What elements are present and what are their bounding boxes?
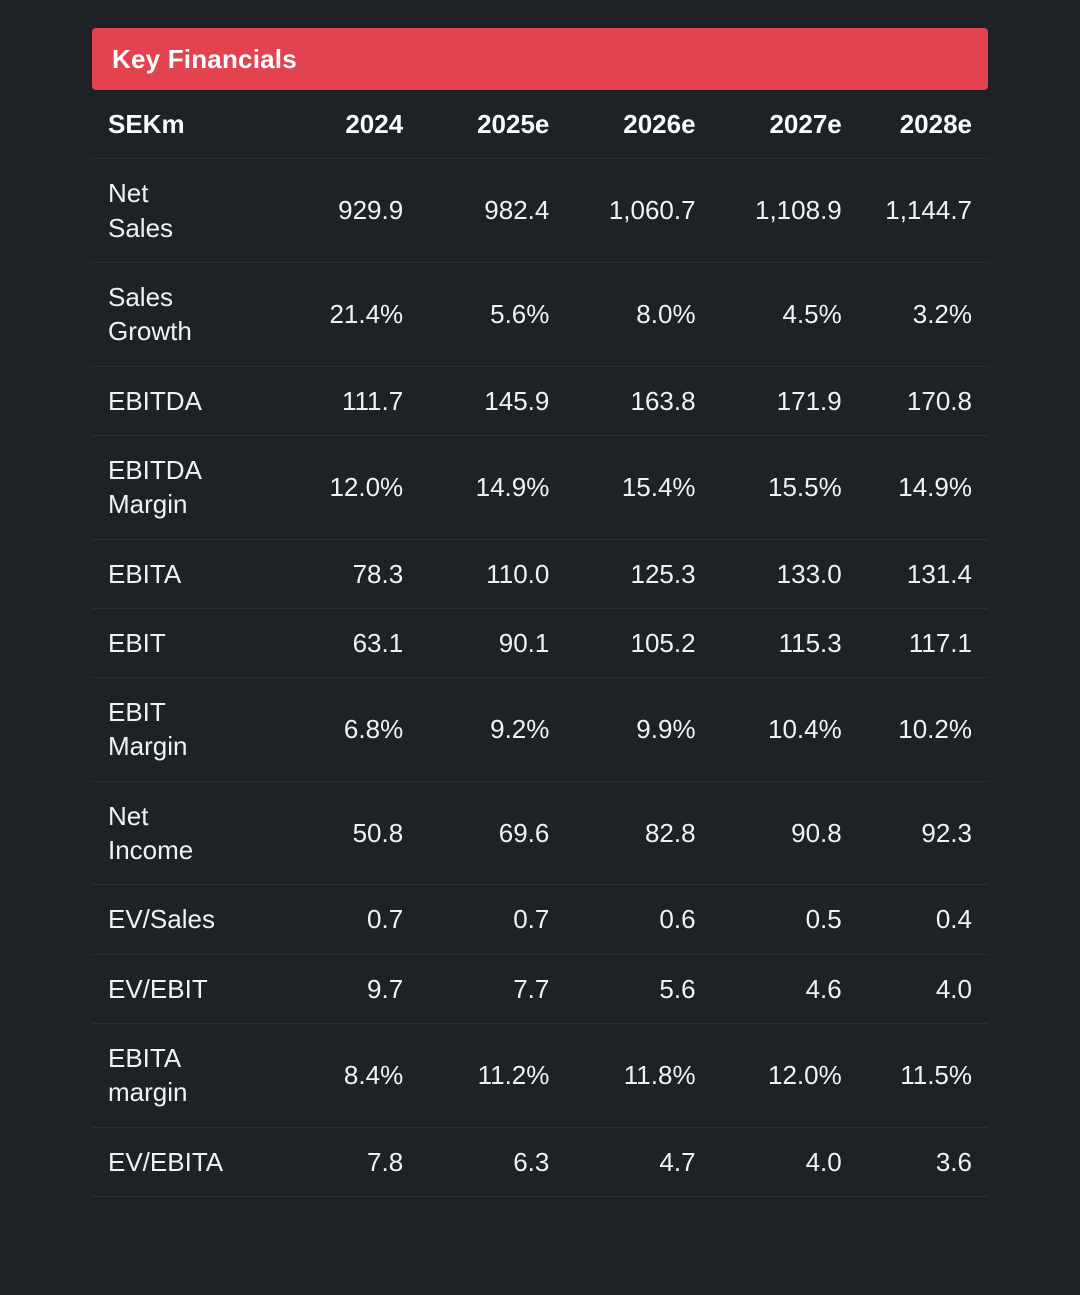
value-cell: 6.8% xyxy=(257,677,404,782)
value-cell: 11.5% xyxy=(841,1023,988,1128)
value-cell: 145.9 xyxy=(403,366,550,436)
value-cell: 105.2 xyxy=(549,608,696,679)
value-cell: 7.8 xyxy=(257,1127,404,1197)
value-cell: 117.1 xyxy=(841,608,988,679)
key-financials-card: Key Financials SEKm 2024 2025e 2026e 202… xyxy=(92,28,988,1197)
value-cell: 1,108.9 xyxy=(695,158,842,263)
table-row-ebit-margin: EBIT Margin 6.8% 9.2% 9.9% 10.4% 10.2% xyxy=(92,677,988,782)
col-header-2026e: 2026e xyxy=(549,90,696,160)
value-cell: 115.3 xyxy=(695,608,842,679)
value-cell: 63.1 xyxy=(257,608,404,679)
row-label: EBIT Margin xyxy=(92,677,257,782)
value-cell: 7.7 xyxy=(403,954,550,1025)
table-row-ebita-margin: EBITA margin 8.4% 11.2% 11.8% 12.0% 11.5… xyxy=(92,1023,988,1128)
row-label: Net Sales xyxy=(92,158,257,263)
value-cell: 4.7 xyxy=(549,1127,696,1197)
value-cell: 4.0 xyxy=(695,1127,842,1197)
table-header-row: SEKm 2024 2025e 2026e 2027e 2028e xyxy=(92,90,988,160)
row-label: EBITA xyxy=(92,539,257,609)
value-cell: 4.5% xyxy=(695,262,842,367)
value-cell: 9.2% xyxy=(403,677,550,782)
value-cell: 15.4% xyxy=(549,435,696,540)
value-cell: 133.0 xyxy=(695,539,842,609)
col-header-2028e: 2028e xyxy=(841,90,988,160)
value-cell: 5.6 xyxy=(549,954,696,1025)
value-cell: 78.3 xyxy=(257,539,404,609)
col-header-2024: 2024 xyxy=(257,90,404,160)
row-label: Net Income xyxy=(92,781,257,886)
row-label: EBIT xyxy=(92,608,257,679)
value-cell: 170.8 xyxy=(841,366,988,436)
value-cell: 90.8 xyxy=(695,781,842,886)
row-label: EBITA margin xyxy=(92,1023,257,1128)
value-cell: 1,144.7 xyxy=(841,158,988,263)
value-cell: 11.2% xyxy=(403,1023,550,1128)
table-row-sales-growth: Sales Growth 21.4% 5.6% 8.0% 4.5% 3.2% xyxy=(92,262,988,367)
value-cell: 125.3 xyxy=(549,539,696,609)
row-label: EBITDA xyxy=(92,366,257,436)
value-cell: 10.2% xyxy=(841,677,988,782)
value-cell: 3.6 xyxy=(841,1127,988,1197)
row-label: EBITDA Margin xyxy=(92,435,257,540)
value-cell: 92.3 xyxy=(841,781,988,886)
value-cell: 0.7 xyxy=(403,884,550,955)
value-cell: 21.4% xyxy=(257,262,404,367)
value-cell: 929.9 xyxy=(257,158,404,263)
col-header-2025e: 2025e xyxy=(403,90,550,160)
table-row-ebit: EBIT 63.1 90.1 105.2 115.3 117.1 xyxy=(92,608,988,679)
value-cell: 131.4 xyxy=(841,539,988,609)
value-cell: 171.9 xyxy=(695,366,842,436)
value-cell: 14.9% xyxy=(403,435,550,540)
value-cell: 3.2% xyxy=(841,262,988,367)
value-cell: 15.5% xyxy=(695,435,842,540)
table-row-net-sales: Net Sales 929.9 982.4 1,060.7 1,108.9 1,… xyxy=(92,158,988,263)
value-cell: 8.4% xyxy=(257,1023,404,1128)
col-header-2027e: 2027e xyxy=(695,90,842,160)
value-cell: 8.0% xyxy=(549,262,696,367)
financials-table: SEKm 2024 2025e 2026e 2027e 2028e Net Sa… xyxy=(92,90,988,1197)
value-cell: 4.6 xyxy=(695,954,842,1025)
table-row-ebitda-margin: EBITDA Margin 12.0% 14.9% 15.4% 15.5% 14… xyxy=(92,435,988,540)
value-cell: 4.0 xyxy=(841,954,988,1025)
value-cell: 6.3 xyxy=(403,1127,550,1197)
value-cell: 0.6 xyxy=(549,884,696,955)
value-cell: 163.8 xyxy=(549,366,696,436)
value-cell: 111.7 xyxy=(257,366,404,436)
value-cell: 1,060.7 xyxy=(549,158,696,263)
value-cell: 110.0 xyxy=(403,539,550,609)
value-cell: 14.9% xyxy=(841,435,988,540)
value-cell: 11.8% xyxy=(549,1023,696,1128)
table-row-ev-sales: EV/Sales 0.7 0.7 0.6 0.5 0.4 xyxy=(92,884,988,955)
value-cell: 69.6 xyxy=(403,781,550,886)
table-row-ebita: EBITA 78.3 110.0 125.3 133.0 131.4 xyxy=(92,539,988,609)
row-label: EV/EBIT xyxy=(92,954,257,1025)
value-cell: 9.7 xyxy=(257,954,404,1025)
card-header: Key Financials xyxy=(92,28,988,90)
table-row-ebitda: EBITDA 111.7 145.9 163.8 171.9 170.8 xyxy=(92,366,988,436)
value-cell: 0.5 xyxy=(695,884,842,955)
card-title: Key Financials xyxy=(112,43,297,74)
value-cell: 50.8 xyxy=(257,781,404,886)
row-label: EV/Sales xyxy=(92,884,257,955)
table-row-ev-ebit: EV/EBIT 9.7 7.7 5.6 4.6 4.0 xyxy=(92,954,988,1025)
table-row-ev-ebita: EV/EBITA 7.8 6.3 4.7 4.0 3.6 xyxy=(92,1127,988,1197)
value-cell: 12.0% xyxy=(695,1023,842,1128)
table-row-net-income: Net Income 50.8 69.6 82.8 90.8 92.3 xyxy=(92,781,988,886)
value-cell: 0.4 xyxy=(841,884,988,955)
row-label: Sales Growth xyxy=(92,262,257,367)
value-cell: 90.1 xyxy=(403,608,550,679)
col-header-unit: SEKm xyxy=(92,90,257,160)
value-cell: 982.4 xyxy=(403,158,550,263)
row-label: EV/EBITA xyxy=(92,1127,257,1197)
value-cell: 82.8 xyxy=(549,781,696,886)
value-cell: 12.0% xyxy=(257,435,404,540)
value-cell: 5.6% xyxy=(403,262,550,367)
value-cell: 10.4% xyxy=(695,677,842,782)
value-cell: 0.7 xyxy=(257,884,404,955)
value-cell: 9.9% xyxy=(549,677,696,782)
